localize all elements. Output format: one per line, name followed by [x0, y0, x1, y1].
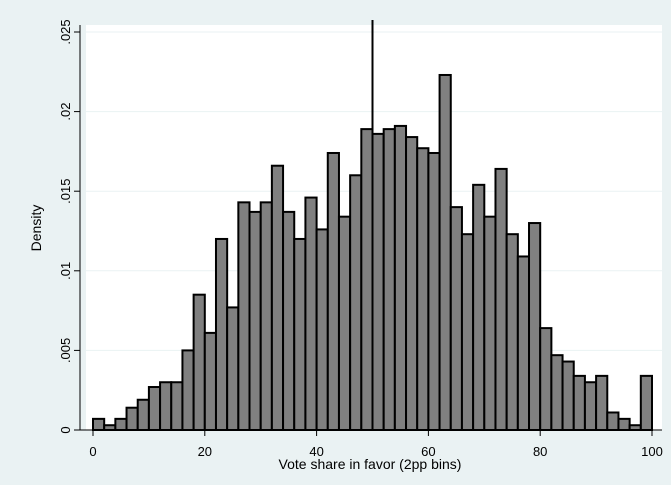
bar-2	[114, 417, 128, 431]
y-tick-label-4: .02	[58, 103, 73, 121]
bar-21	[326, 151, 340, 431]
bar-16	[270, 164, 285, 431]
bar-9	[192, 293, 206, 431]
bar-6	[159, 381, 173, 431]
bar-39	[528, 222, 542, 431]
bar-38	[516, 255, 531, 431]
x-axis-title: Vote share in favor (2pp bins)	[279, 456, 462, 472]
bar-10	[203, 331, 217, 431]
bar-12	[226, 306, 240, 431]
bar-28	[405, 136, 419, 432]
bar-24	[360, 128, 374, 431]
y-tick-label-0: 0	[58, 426, 73, 433]
x-tick-label-5: 100	[641, 444, 663, 459]
bar-23	[349, 174, 363, 431]
bar-7	[170, 381, 184, 431]
bar-5	[147, 386, 162, 431]
bar-47	[617, 417, 631, 431]
bar-48	[628, 424, 642, 431]
bar-49	[639, 374, 654, 432]
bar-32	[449, 206, 463, 431]
x-tick-label-1: 20	[198, 444, 212, 459]
bar-26	[382, 128, 396, 431]
bar-19	[304, 196, 318, 431]
bar-30	[427, 151, 441, 431]
bar-22	[337, 215, 352, 431]
bar-15	[259, 201, 273, 431]
bar-1	[103, 424, 117, 431]
bar-44	[583, 381, 598, 431]
y-axis-title: Density	[28, 205, 44, 252]
bar-17	[282, 210, 296, 431]
bar-37	[505, 233, 519, 431]
x-tick-label-3: 60	[421, 444, 435, 459]
x-tick-label-2: 40	[309, 444, 323, 459]
bar-11	[214, 237, 229, 431]
x-tick-label-0: 0	[89, 444, 96, 459]
bar-42	[561, 360, 575, 432]
bar-35	[483, 215, 497, 431]
bar-20	[315, 228, 329, 431]
bar-8	[181, 349, 195, 431]
bar-0	[92, 417, 106, 431]
bar-43	[572, 374, 586, 432]
y-tick-label-5: .025	[58, 19, 73, 44]
bar-14	[248, 210, 262, 431]
x-axis-ticks: 0 20 40 60 80 100	[89, 430, 663, 459]
y-tick-label-2: .01	[58, 262, 73, 280]
y-tick-label-1: .005	[58, 338, 73, 363]
bar-41	[550, 354, 564, 431]
bar-29	[416, 147, 430, 431]
bar-25	[371, 132, 385, 431]
bar-33	[460, 233, 475, 431]
x-tick-label-4: 80	[533, 444, 547, 459]
axes	[79, 25, 662, 431]
bar-36	[494, 167, 508, 432]
bar-27	[393, 124, 408, 431]
bar-40	[539, 327, 553, 431]
y-tick-label-3: .015	[58, 179, 73, 204]
bar-18	[293, 237, 307, 431]
bar-13	[237, 201, 251, 431]
bar-4	[136, 398, 150, 432]
bar-34	[472, 183, 486, 431]
bar-31	[438, 73, 452, 431]
bar-45	[595, 374, 609, 432]
bar-3	[125, 406, 139, 432]
bar-46	[606, 411, 620, 432]
y-axis-ticks: 0 .005 .01 .015 .02 .025	[58, 19, 80, 434]
